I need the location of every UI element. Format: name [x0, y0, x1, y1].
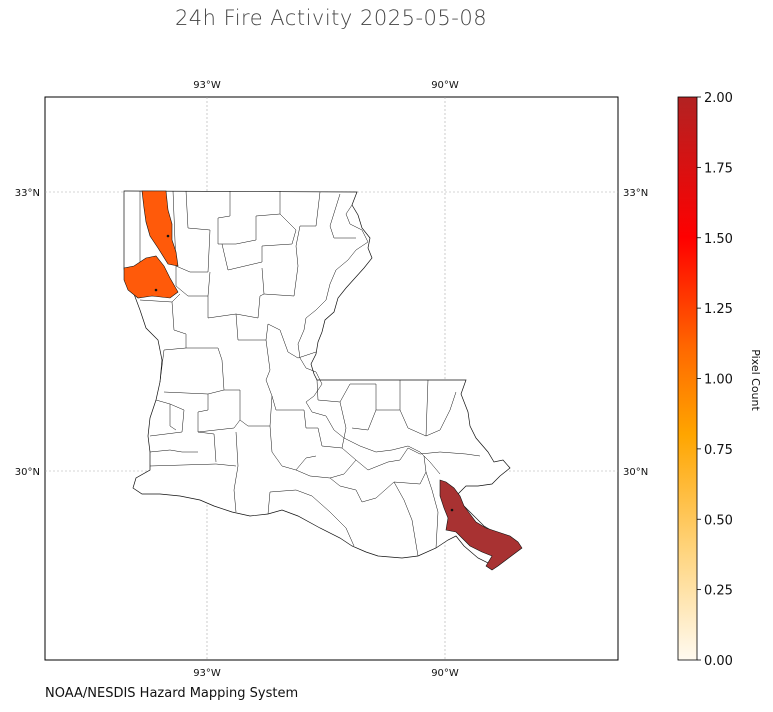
lon-label-top-90w: 90°W [431, 80, 459, 91]
fire-region-desoto [123, 255, 179, 299]
colorbar-tick-label: 0.00 [704, 654, 733, 669]
lat-label-left-30n: 30°N [15, 467, 40, 478]
fire-region-plaquemines-stbernard [439, 479, 523, 571]
colorbar-tick-label: 0.75 [704, 443, 733, 458]
fire-point [450, 508, 454, 512]
colorbar-tick-label: 1.75 [704, 161, 733, 176]
map-frame [44, 96, 619, 661]
lon-label-top-93w: 93°W [193, 80, 221, 91]
colorbar [677, 96, 698, 661]
colorbar-tick-label: 1.25 [704, 302, 733, 317]
colorbar-tick-label: 0.50 [704, 513, 733, 528]
fire-point [154, 288, 158, 292]
lon-label-bottom-90w: 90°W [431, 668, 459, 679]
lat-label-right-33n: 33°N [623, 188, 648, 199]
lat-label-left-33n: 33°N [15, 188, 40, 199]
fire-point [166, 234, 170, 238]
lat-label-right-30n: 30°N [623, 467, 648, 478]
fire-region-caddo [141, 190, 179, 267]
fire-activity-layer [123, 190, 523, 571]
lon-label-bottom-93w: 93°W [193, 668, 221, 679]
credit-text: NOAA/NESDIS Hazard Mapping System [45, 686, 299, 701]
colorbar-ticks: 2.00 1.75 1.50 1.25 1.00 0.75 0.50 0.25 0.00 [697, 91, 733, 669]
louisiana-map [123, 190, 519, 567]
colorbar-tick-label: 2.00 [704, 91, 733, 106]
mississippi-river [297, 204, 441, 475]
parish-boundaries [139, 190, 481, 557]
map-title: 24h Fire Activity 2025-05-08 [174, 6, 488, 30]
colorbar-label: Pixel Count [749, 349, 762, 411]
colorbar-tick-label: 1.50 [704, 232, 733, 247]
colorbar-tick-label: 1.00 [704, 373, 733, 388]
colorbar-tick-label: 0.25 [704, 584, 733, 599]
